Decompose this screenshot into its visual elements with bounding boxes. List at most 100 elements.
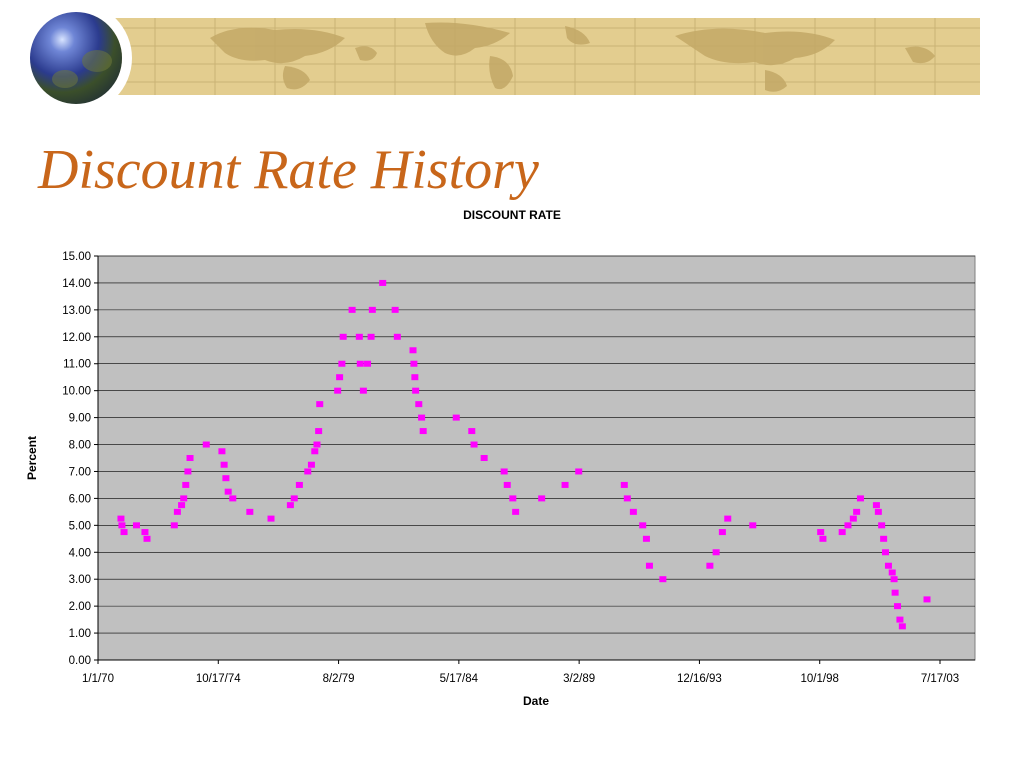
data-point <box>470 441 478 448</box>
y-tick-label: 0.00 <box>69 655 91 667</box>
data-point <box>311 448 319 455</box>
data-point <box>391 306 399 313</box>
data-point <box>480 455 488 461</box>
data-point <box>509 495 517 502</box>
data-point <box>290 495 298 502</box>
y-tick-label: 7.00 <box>69 466 91 478</box>
data-point <box>336 374 344 381</box>
data-point <box>316 401 324 408</box>
data-point <box>141 529 149 536</box>
data-point <box>538 495 546 502</box>
x-axis-label: Date <box>523 694 549 708</box>
data-point <box>819 535 827 542</box>
data-point <box>178 502 186 509</box>
world-map-illustration <box>115 18 980 95</box>
data-point <box>817 529 825 536</box>
discount-rate-chart: DISCOUNT RATE 0.00 1.00 2.00 3.00 4.00 5.00 6.… <box>0 200 1024 720</box>
y-tick-label: 15.00 <box>62 251 91 263</box>
data-point <box>313 441 321 448</box>
data-point <box>642 535 650 542</box>
data-point <box>186 455 194 461</box>
data-point <box>639 522 647 529</box>
data-point <box>718 529 726 536</box>
data-point <box>620 481 628 488</box>
x-tick-label: 3/2/89 <box>563 673 595 685</box>
data-point <box>338 360 346 367</box>
data-point <box>503 481 511 488</box>
data-point <box>220 461 228 468</box>
data-point <box>359 387 367 394</box>
data-point <box>468 428 476 435</box>
data-point <box>645 562 653 569</box>
data-point <box>222 475 230 482</box>
data-point <box>880 535 888 542</box>
data-point <box>419 428 427 435</box>
data-point <box>410 360 418 367</box>
data-point <box>348 306 356 313</box>
chart-title: DISCOUNT RATE <box>463 208 561 222</box>
x-tick-label: 10/17/74 <box>196 673 241 685</box>
globe-land-shape <box>52 70 78 88</box>
data-point <box>355 333 363 340</box>
data-point <box>246 508 254 515</box>
data-point <box>923 596 931 603</box>
data-point <box>896 616 904 623</box>
y-tick-label: 11.00 <box>63 359 91 371</box>
data-point <box>307 461 315 468</box>
y-axis: 0.00 1.00 2.00 3.00 4.00 5.00 6.00 7.00 8.00 9.00… <box>62 251 98 667</box>
data-point <box>202 441 210 448</box>
data-point <box>143 535 151 542</box>
data-point <box>623 495 631 502</box>
data-point <box>500 468 508 475</box>
data-point <box>561 481 569 488</box>
y-tick-label: 3.00 <box>69 574 91 586</box>
y-tick-label: 10.00 <box>62 386 91 398</box>
data-point <box>894 603 902 610</box>
data-point <box>356 360 364 367</box>
world-map-banner <box>115 18 980 95</box>
y-tick-label: 4.00 <box>69 547 91 559</box>
y-tick-label: 9.00 <box>69 413 91 425</box>
data-point <box>267 515 275 522</box>
data-point <box>874 508 882 515</box>
y-tick-label: 14.00 <box>62 278 91 290</box>
data-point <box>712 549 720 556</box>
data-point <box>881 549 889 556</box>
data-point <box>888 569 896 576</box>
data-point <box>295 481 303 488</box>
data-point <box>409 347 417 354</box>
y-tick-label: 12.00 <box>62 332 91 344</box>
data-point <box>120 529 128 536</box>
y-tick-label: 1.00 <box>69 628 91 640</box>
data-point <box>368 306 376 313</box>
x-tick-label: 10/1/98 <box>801 673 839 685</box>
data-point <box>170 522 178 529</box>
plot-area <box>97 255 976 661</box>
data-point <box>890 576 898 583</box>
page-title: Discount Rate History <box>38 139 539 201</box>
data-point <box>512 508 520 515</box>
data-point <box>418 414 426 421</box>
data-point <box>891 589 899 596</box>
data-point <box>706 562 714 569</box>
x-tick-label: 1/1/70 <box>82 673 114 685</box>
data-point <box>629 508 637 515</box>
data-point <box>224 488 232 495</box>
data-point <box>853 508 861 515</box>
chart-svg: DISCOUNT RATE 0.00 1.00 2.00 3.00 4.00 5.00 6.… <box>25 208 976 708</box>
x-tick-label: 7/17/03 <box>921 673 959 685</box>
x-tick-label: 12/16/93 <box>677 673 722 685</box>
data-point <box>838 529 846 536</box>
data-point <box>412 387 420 394</box>
data-point <box>218 448 226 455</box>
globe-land-shape <box>82 50 112 72</box>
data-point <box>339 333 347 340</box>
data-point <box>411 374 419 381</box>
data-point <box>415 401 423 408</box>
plot-background <box>97 255 976 661</box>
data-point <box>872 502 880 509</box>
y-tick-label: 13.00 <box>62 305 91 317</box>
data-point <box>379 279 387 286</box>
x-tick-label: 5/17/84 <box>440 673 479 685</box>
data-point <box>856 495 864 502</box>
